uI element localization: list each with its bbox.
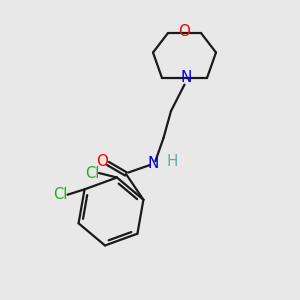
Text: N: N <box>180 70 192 86</box>
Text: Cl: Cl <box>85 166 99 181</box>
Text: O: O <box>97 154 109 169</box>
Text: H: H <box>167 154 178 169</box>
Text: Cl: Cl <box>53 187 68 202</box>
Text: O: O <box>178 24 190 39</box>
Text: N: N <box>147 156 159 171</box>
